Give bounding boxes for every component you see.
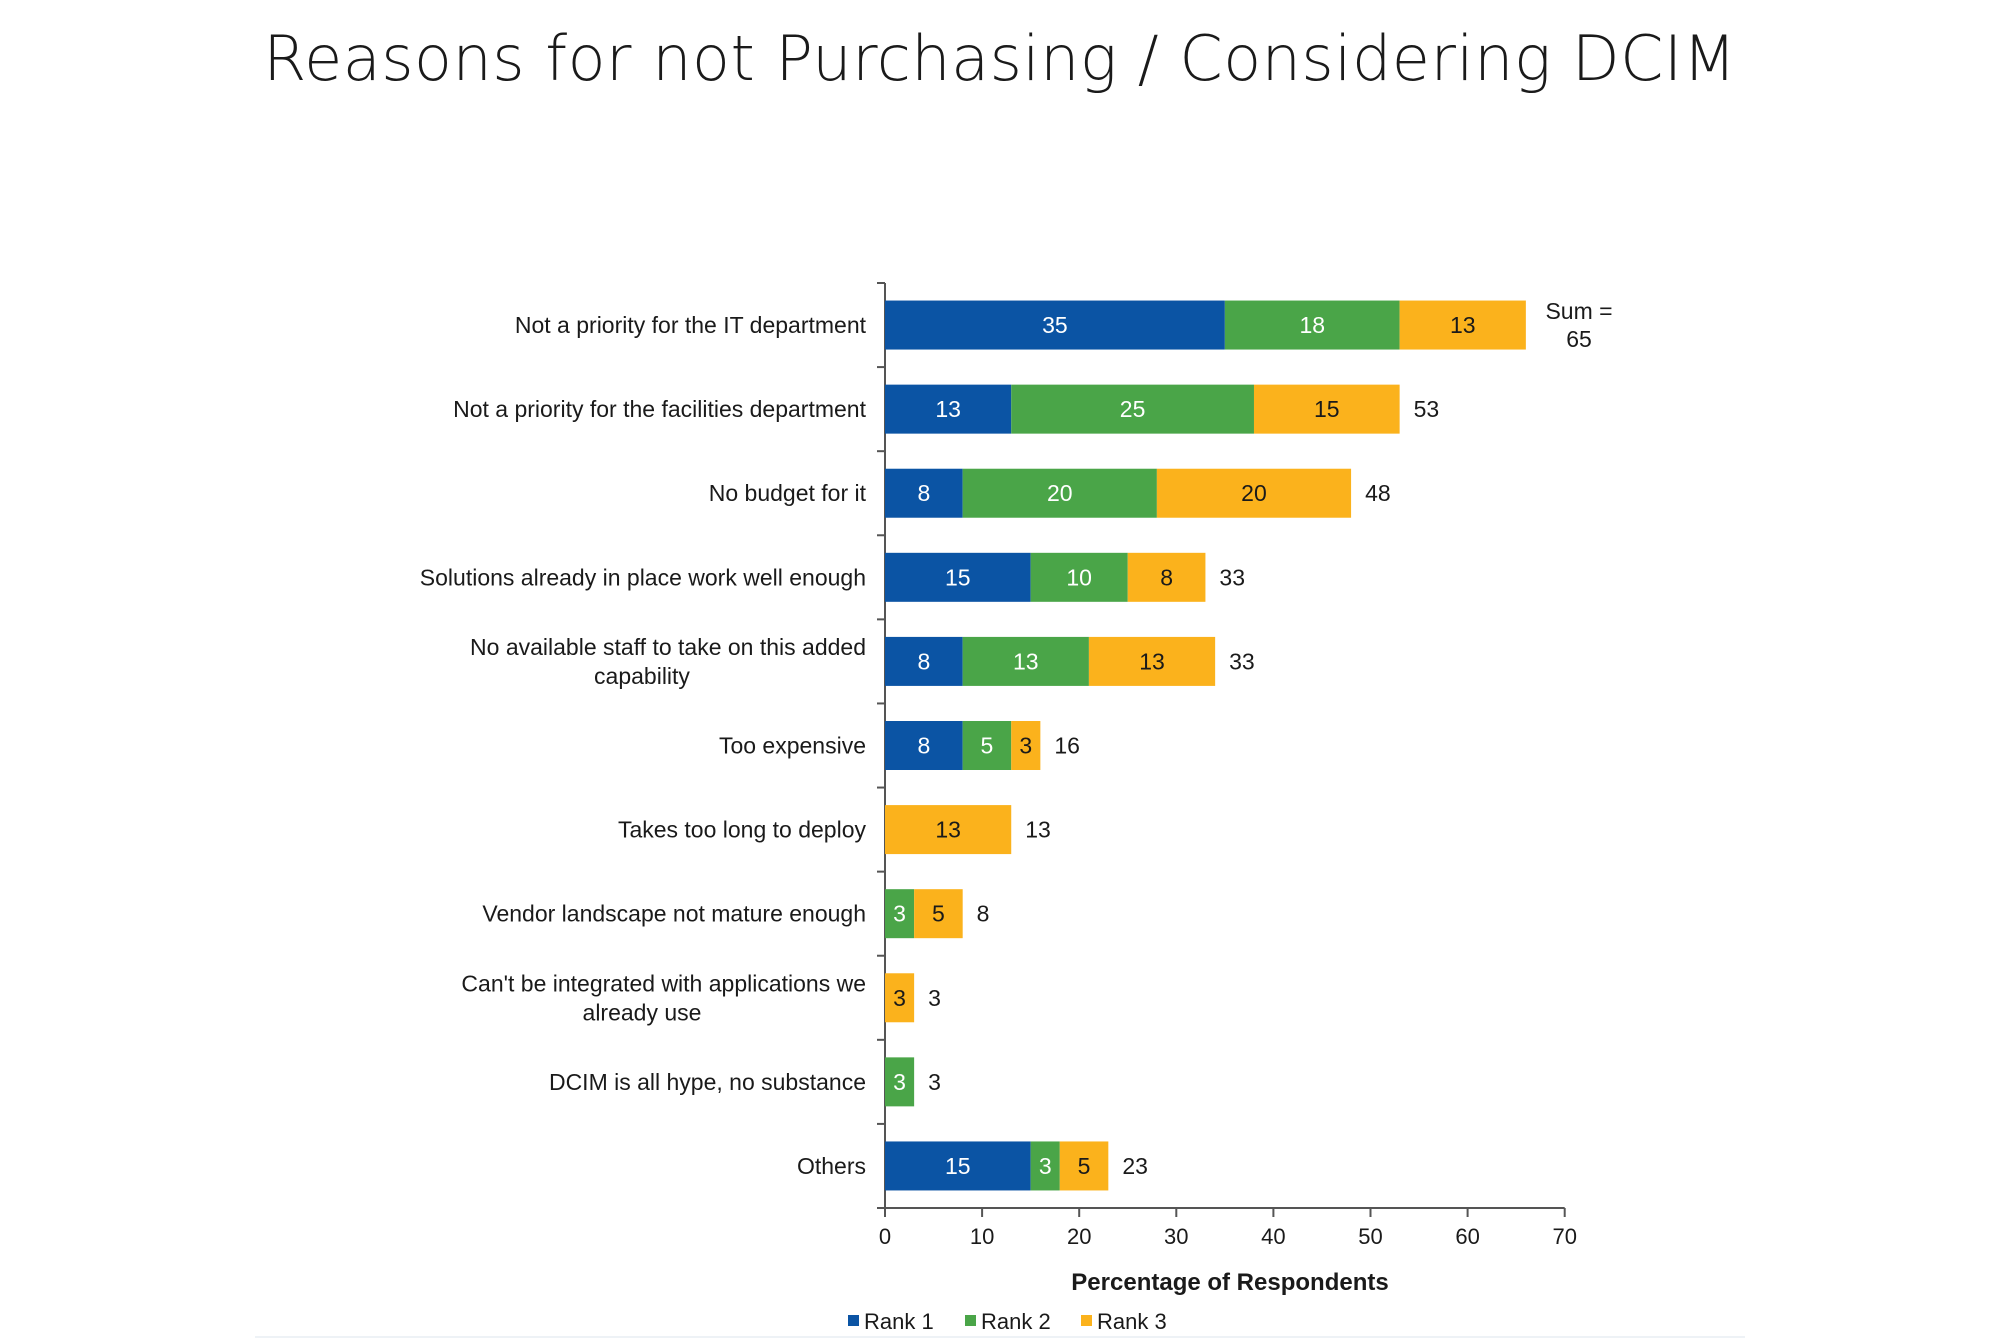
bar-segment (885, 636, 963, 686)
bar-value-label: 20 (1241, 480, 1267, 506)
total-label: 3 (928, 985, 941, 1011)
bar-value-label: 3 (893, 1069, 906, 1095)
legend-label: Rank 3 (1097, 1309, 1167, 1334)
bar-value-label: 10 (1066, 564, 1092, 590)
footer-divider (255, 1336, 1745, 1338)
bar-segment (885, 552, 1031, 602)
total-label: 8 (977, 901, 990, 927)
x-tick-label: 40 (1261, 1224, 1285, 1249)
bar-segment (1156, 468, 1352, 518)
category-label: Too expensive (719, 733, 866, 759)
total-label: 65 (1566, 326, 1592, 352)
bar-segment (962, 468, 1157, 518)
category-label: already use (583, 999, 702, 1025)
bar-segment (885, 468, 963, 518)
bar-value-label: 3 (893, 985, 906, 1011)
bar-value-label: 18 (1299, 312, 1325, 338)
bar-segment (885, 721, 963, 770)
bar-value-label: 3 (1039, 1153, 1052, 1179)
x-tick-label: 10 (970, 1224, 994, 1249)
total-label: 53 (1414, 396, 1440, 422)
total-annotation: Sum = (1545, 298, 1612, 324)
bar-value-label: 3 (1019, 733, 1032, 759)
bar-value-label: 13 (935, 817, 961, 843)
bar-segment (885, 384, 1012, 434)
category-label: DCIM is all hype, no substance (549, 1069, 866, 1095)
total-label: 23 (1122, 1153, 1148, 1179)
bar-segment (962, 636, 1089, 686)
category-label: No available staff to take on this added (470, 634, 866, 660)
bar-value-label: 35 (1042, 312, 1068, 338)
bar-segment (1399, 300, 1526, 350)
bar-segment (885, 1057, 915, 1107)
bar-value-label: 8 (917, 480, 930, 506)
bar-value-label: 8 (1160, 564, 1173, 590)
total-label: 33 (1229, 648, 1255, 674)
legend-label: Rank 2 (981, 1309, 1051, 1334)
bar-value-label: 20 (1047, 480, 1073, 506)
x-tick-label: 20 (1067, 1224, 1091, 1249)
category-label: Solutions already in place work well eno… (420, 564, 866, 590)
bar-segment (962, 721, 1012, 770)
bar-value-label: 8 (917, 733, 930, 759)
bar-segment (885, 889, 915, 939)
x-axis-title: Percentage of Respondents (1071, 1269, 1388, 1296)
bar-value-label: 15 (1314, 396, 1340, 422)
category-label: capability (594, 663, 690, 689)
total-label: 33 (1219, 564, 1245, 590)
total-label: 13 (1025, 817, 1051, 843)
bar-value-label: 13 (1139, 648, 1165, 674)
legend-swatch (965, 1315, 976, 1326)
bar-value-label: 15 (945, 1153, 971, 1179)
bar-value-label: 5 (932, 901, 945, 927)
bar-segment (885, 300, 1225, 350)
category-label: Can't be integrated with applications we (461, 970, 866, 996)
bar-value-label: 3 (893, 901, 906, 927)
category-label: Not a priority for the facilities depart… (453, 396, 867, 422)
bar-segment (1059, 1141, 1109, 1191)
total-label: 48 (1365, 480, 1391, 506)
bar-value-label: 8 (917, 648, 930, 674)
bar-value-label: 13 (935, 396, 961, 422)
total-label: 16 (1054, 733, 1080, 759)
x-tick-label: 60 (1455, 1224, 1479, 1249)
legend-label: Rank 1 (864, 1309, 934, 1334)
bar-segment (885, 1141, 1031, 1191)
x-tick-label: 0 (879, 1224, 891, 1249)
category-label: Not a priority for the IT department (515, 312, 867, 338)
bar-segment (1224, 300, 1400, 350)
bar-value-label: 15 (945, 564, 971, 590)
bar-segment (1011, 384, 1254, 434)
category-label: Takes too long to deploy (618, 817, 867, 843)
bar-segment (1253, 384, 1400, 434)
bar-segment (1030, 1141, 1060, 1191)
legend-swatch (1081, 1315, 1092, 1326)
bar-value-label: 5 (981, 733, 994, 759)
bar-segment (1088, 636, 1216, 686)
total-label: 3 (928, 1069, 941, 1095)
x-tick-label: 70 (1552, 1224, 1576, 1249)
x-tick-label: 50 (1358, 1224, 1382, 1249)
bar-value-label: 5 (1078, 1153, 1091, 1179)
bar-segment (914, 889, 963, 939)
legend-swatch (848, 1315, 859, 1326)
bar-value-label: 13 (1450, 312, 1476, 338)
bar-segment (885, 805, 1012, 855)
bar-value-label: 25 (1120, 396, 1146, 422)
bar-value-label: 13 (1013, 648, 1039, 674)
x-tick-label: 30 (1164, 1224, 1188, 1249)
bar-segment (885, 973, 915, 1023)
category-label: Vendor landscape not mature enough (482, 901, 866, 927)
category-label: No budget for it (709, 480, 867, 506)
bar-segment (1030, 552, 1128, 602)
slide-title: Reasons for not Purchasing / Considering… (263, 22, 1737, 95)
bar-segment (1011, 721, 1041, 770)
bar-segment (1127, 552, 1206, 602)
category-label: Others (797, 1153, 866, 1179)
